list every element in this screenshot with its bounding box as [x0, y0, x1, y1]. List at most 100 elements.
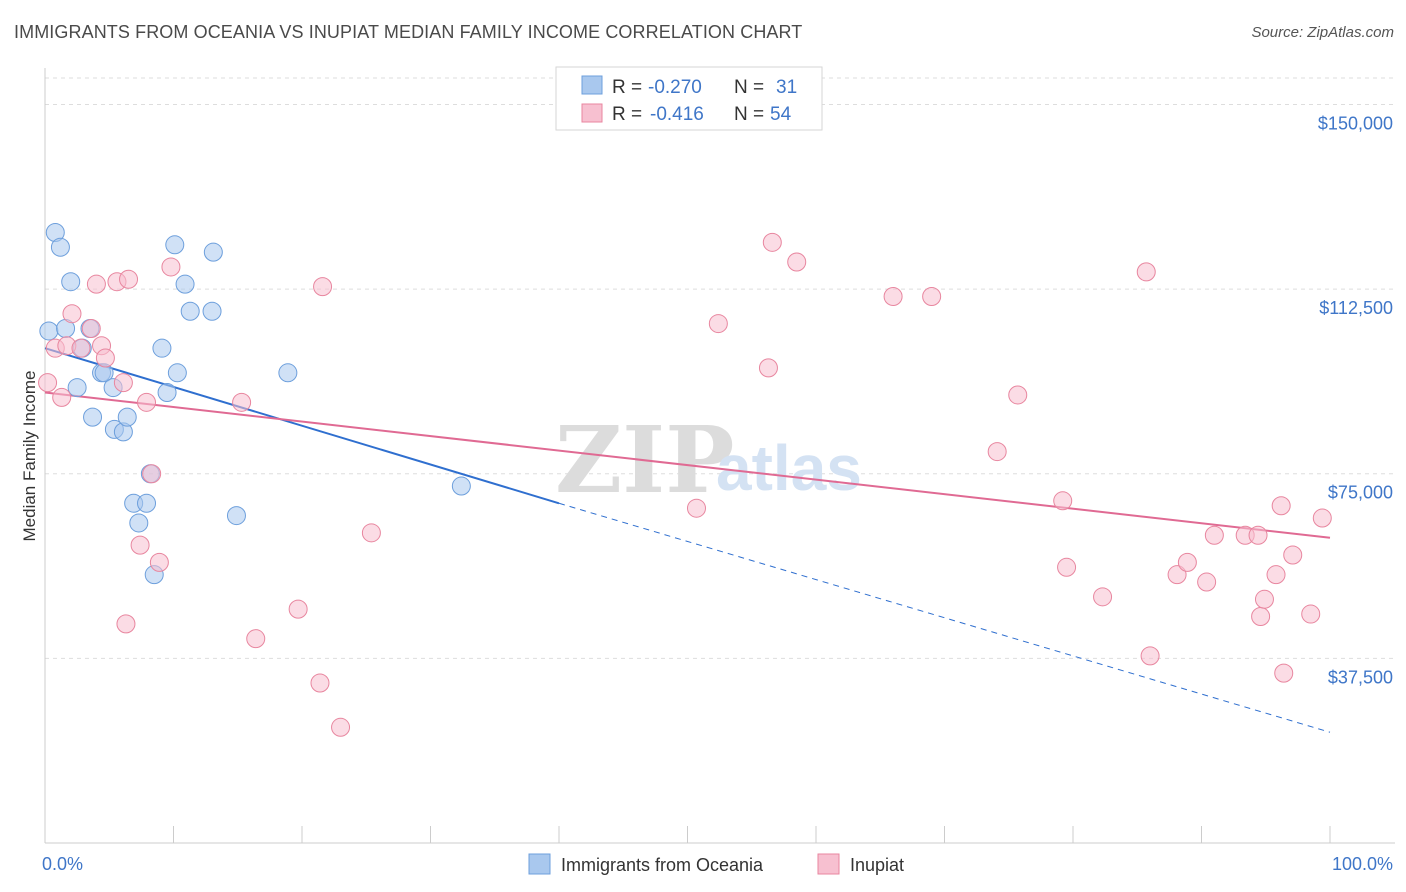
legend-r-value-1: -0.270: [648, 77, 702, 98]
inupiat-point: [137, 392, 157, 412]
inupiat-point: [1093, 587, 1113, 607]
oceania-point: [202, 301, 222, 321]
oceania-point: [451, 476, 471, 496]
x-tick-label-max: 100.0%: [1332, 854, 1393, 874]
inupiat-point: [1271, 496, 1291, 516]
oceania-point: [157, 382, 177, 402]
trend-lines: [44, 347, 1331, 733]
inupiat-point: [1140, 646, 1160, 666]
y-tick-label: $150,000: [1318, 113, 1393, 133]
inupiat-point: [1057, 557, 1077, 577]
inupiat-point: [246, 629, 266, 649]
inupiat-point: [1248, 525, 1268, 545]
legend-n-label-2: N =: [734, 104, 764, 125]
inupiat-point: [119, 269, 139, 289]
inupiat-point: [1274, 663, 1294, 683]
inupiat-point: [1251, 607, 1271, 627]
inupiat-point: [1053, 491, 1073, 511]
gridlines: [45, 77, 1395, 659]
chart-title: IMMIGRANTS FROM OCEANIA VS INUPIAT MEDIA…: [14, 22, 803, 42]
inupiat-point: [922, 286, 942, 306]
oceania-point: [61, 272, 81, 292]
legend-box: R = -0.270 N = 31 R = -0.416 N = 54: [555, 66, 823, 131]
inupiat-point: [86, 274, 106, 294]
inupiat-point: [331, 717, 351, 737]
oceania-point: [203, 242, 223, 262]
legend-swatch-oceania: [581, 75, 603, 95]
inupiat-point: [1197, 572, 1217, 592]
inupiat-trend-line: [44, 391, 1331, 539]
oceania-point: [83, 407, 103, 427]
inupiat-point: [1312, 508, 1332, 528]
legend-n-value-1: 31: [776, 77, 797, 98]
oceania-point: [129, 513, 149, 533]
inupiat-point: [1177, 552, 1197, 572]
inupiat-point: [361, 523, 381, 543]
inupiat-point: [883, 286, 903, 306]
inupiat-point: [1266, 565, 1286, 585]
axes: [44, 68, 1395, 844]
watermark: ZIP atlas: [555, 406, 862, 514]
oceania-point: [50, 237, 70, 257]
bottom-legend-label-oceania: Immigrants from Oceania: [561, 855, 764, 875]
oceania-point: [137, 493, 157, 513]
inupiat-point: [288, 599, 308, 619]
legend-n-label-1: N =: [734, 77, 764, 98]
legend-r-value-2: -0.416: [650, 104, 704, 125]
y-tick-label: $75,000: [1328, 483, 1393, 503]
y-tick-label: $37,500: [1328, 667, 1393, 687]
inupiat-point: [686, 498, 706, 518]
inupiat-point: [161, 257, 181, 277]
inupiat-point: [987, 442, 1007, 462]
inupiat-point: [232, 392, 252, 412]
inupiat-point: [116, 614, 136, 634]
inupiat-point: [62, 304, 82, 324]
inupiat-point: [1008, 385, 1028, 405]
inupiat-point: [708, 314, 728, 334]
inupiat-point: [758, 358, 778, 378]
oceania-point: [39, 321, 59, 341]
inupiat-point: [1283, 545, 1303, 565]
oceania-point: [167, 363, 187, 383]
oceania-point: [117, 407, 137, 427]
oceania-point: [226, 506, 246, 526]
inupiat-point: [313, 277, 333, 297]
legend-r-label-2: R =: [612, 104, 642, 125]
inupiat-point: [113, 373, 133, 393]
inupiat-point: [787, 252, 807, 272]
inupiat-point: [71, 338, 91, 358]
data-points: [38, 222, 1332, 737]
legend-n-value-2: 54: [770, 104, 792, 125]
bottom-legend-label-inupiat: Inupiat: [850, 855, 904, 875]
source-label: Source: ZipAtlas.com: [1251, 24, 1394, 41]
inupiat-point: [130, 535, 150, 555]
inupiat-point: [149, 552, 169, 572]
oceania-point: [152, 338, 172, 358]
inupiat-point: [1204, 525, 1224, 545]
oceania-point: [67, 378, 87, 398]
inupiat-point: [1254, 589, 1274, 609]
inupiat-point: [762, 232, 782, 252]
bottom-legend-swatch-inupiat: [817, 853, 840, 875]
y-axis-label: Median Family Income: [20, 370, 39, 541]
tick-labels: $37,500 $75,000 $112,500 $150,000 0.0% 100.0%: [42, 113, 1393, 874]
y-tick-label: $112,500: [1319, 298, 1393, 318]
legend-r-label-1: R =: [612, 77, 642, 98]
inupiat-point: [95, 348, 115, 368]
inupiat-point: [1136, 262, 1156, 282]
oceania-point: [278, 363, 298, 383]
oceania-trend-extension: [558, 502, 1331, 733]
inupiat-point: [1301, 604, 1321, 624]
inupiat-point: [142, 464, 162, 484]
oceania-point: [175, 274, 195, 294]
inupiat-point: [52, 387, 72, 407]
oceania-point: [180, 301, 200, 321]
oceania-point: [165, 235, 185, 255]
inupiat-point: [38, 373, 58, 393]
x-tick-label-min: 0.0%: [42, 854, 83, 874]
oceania-trend-line: [44, 347, 560, 505]
inupiat-point: [1167, 565, 1187, 585]
inupiat-point: [310, 673, 330, 693]
watermark-atlas: atlas: [716, 432, 862, 504]
